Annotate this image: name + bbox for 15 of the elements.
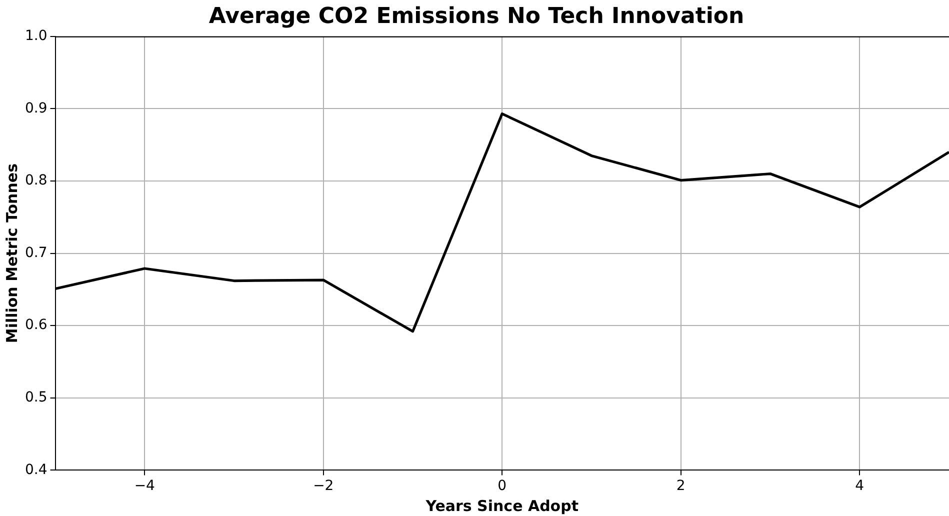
x-tick-label: −2 — [313, 478, 334, 494]
x-tick-label: −4 — [134, 478, 156, 494]
x-axis-title: Years Since Adopt — [424, 496, 579, 515]
y-axis-title: Million Metric Tonnes — [2, 163, 21, 344]
y-tick-label: 0.8 — [25, 172, 48, 189]
chart-title: Average CO2 Emissions No Tech Innovation — [208, 4, 744, 29]
y-tick-label: 1.0 — [25, 28, 48, 44]
y-tick-label: 0.9 — [25, 100, 48, 116]
y-tick-label: 0.7 — [25, 244, 48, 261]
x-tick-label: 0 — [498, 478, 507, 494]
y-tick-label: 0.4 — [25, 462, 48, 478]
x-tick-label: 4 — [855, 478, 864, 494]
y-tick-label: 0.6 — [25, 317, 48, 334]
y-tick-label: 0.5 — [25, 390, 48, 406]
x-tick-label: 2 — [676, 478, 686, 494]
